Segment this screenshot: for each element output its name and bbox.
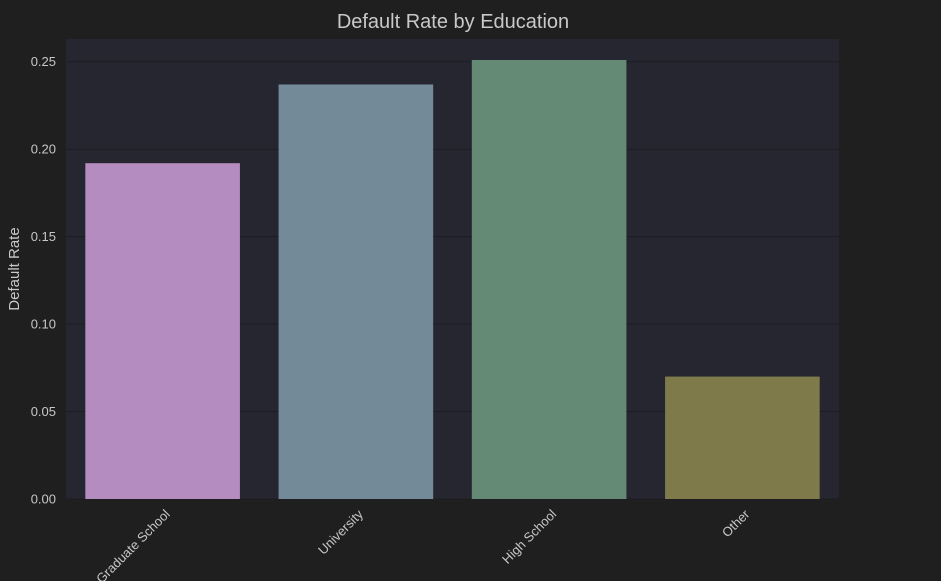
bar-university [278,84,434,500]
y-tick-label: 0.25 [31,54,56,69]
bars [85,59,820,500]
bar-other [665,376,820,499]
y-tick-label: 0.15 [31,229,56,244]
y-axis-label: Default Rate [6,227,23,310]
chart-title: Default Rate by Education [337,11,569,33]
y-tick-label: 0.00 [31,492,56,507]
y-tick-label: 0.20 [31,142,56,157]
y-axis-ticks: 0.00 0.05 0.10 0.15 0.20 0.25 [31,54,56,506]
y-tick-label: 0.05 [31,404,56,419]
bar-graduate-school [85,163,240,500]
bar-high-school [471,59,627,500]
y-tick-label: 0.10 [31,317,56,332]
